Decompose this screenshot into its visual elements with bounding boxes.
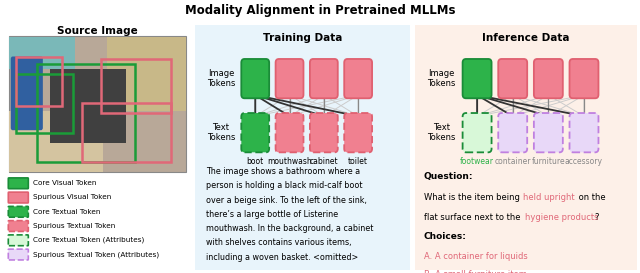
Text: Inference Data: Inference Data bbox=[483, 33, 570, 43]
FancyBboxPatch shape bbox=[51, 69, 126, 143]
Text: mouthwash. In the background, a cabinet: mouthwash. In the background, a cabinet bbox=[206, 224, 373, 233]
Text: with shelves contains various items,: with shelves contains various items, bbox=[206, 238, 351, 247]
FancyBboxPatch shape bbox=[344, 113, 372, 152]
Text: What is the item being: What is the item being bbox=[424, 193, 522, 202]
FancyBboxPatch shape bbox=[570, 113, 598, 152]
FancyBboxPatch shape bbox=[8, 221, 28, 232]
Text: Core Visual Token: Core Visual Token bbox=[33, 180, 97, 186]
Text: Modality Alignment in Pretrained MLLMs: Modality Alignment in Pretrained MLLMs bbox=[185, 4, 455, 17]
Text: toilet: toilet bbox=[348, 157, 368, 166]
Text: person is holding a black mid-calf boot: person is holding a black mid-calf boot bbox=[206, 181, 362, 190]
FancyBboxPatch shape bbox=[463, 113, 492, 152]
FancyBboxPatch shape bbox=[241, 59, 269, 98]
Text: Image
Tokens: Image Tokens bbox=[207, 69, 235, 88]
Text: Text
Tokens: Text Tokens bbox=[207, 123, 235, 143]
FancyBboxPatch shape bbox=[241, 113, 269, 152]
FancyBboxPatch shape bbox=[570, 59, 598, 98]
Text: Choices:: Choices: bbox=[424, 232, 467, 241]
Text: Core Textual Token (Attributes): Core Textual Token (Attributes) bbox=[33, 237, 145, 243]
Text: there’s a large bottle of Listerine: there’s a large bottle of Listerine bbox=[206, 210, 338, 219]
FancyBboxPatch shape bbox=[344, 59, 372, 98]
FancyBboxPatch shape bbox=[276, 113, 303, 152]
Text: mouthwash: mouthwash bbox=[267, 157, 312, 166]
Text: accessory: accessory bbox=[565, 157, 603, 166]
Text: A. A container for liquids: A. A container for liquids bbox=[424, 252, 527, 261]
FancyBboxPatch shape bbox=[534, 59, 563, 98]
Text: Source Image: Source Image bbox=[57, 26, 138, 36]
Text: container: container bbox=[495, 157, 531, 166]
Text: The image shows a bathroom where a: The image shows a bathroom where a bbox=[206, 167, 360, 176]
Text: Text
Tokens: Text Tokens bbox=[428, 123, 456, 143]
Text: over a beige sink. To the left of the sink,: over a beige sink. To the left of the si… bbox=[206, 195, 367, 204]
Text: held upright: held upright bbox=[523, 193, 574, 202]
Text: B. A small furniture item: B. A small furniture item bbox=[424, 270, 527, 273]
FancyBboxPatch shape bbox=[191, 20, 414, 273]
Text: boot: boot bbox=[246, 157, 264, 166]
FancyBboxPatch shape bbox=[499, 59, 527, 98]
FancyBboxPatch shape bbox=[8, 206, 28, 217]
FancyBboxPatch shape bbox=[410, 20, 640, 273]
Text: on the: on the bbox=[576, 193, 606, 202]
Text: including a woven basket. <omitted>: including a woven basket. <omitted> bbox=[206, 253, 358, 262]
FancyBboxPatch shape bbox=[8, 178, 28, 189]
Text: Image
Tokens: Image Tokens bbox=[428, 69, 456, 88]
Text: cabinet: cabinet bbox=[310, 157, 338, 166]
Text: Spurious Textual Token (Attributes): Spurious Textual Token (Attributes) bbox=[33, 251, 159, 257]
FancyBboxPatch shape bbox=[276, 59, 303, 98]
FancyBboxPatch shape bbox=[11, 57, 43, 130]
Text: ?: ? bbox=[594, 212, 598, 221]
Text: Question:: Question: bbox=[424, 172, 473, 181]
Text: flat surface next to the: flat surface next to the bbox=[424, 212, 523, 221]
FancyBboxPatch shape bbox=[107, 37, 186, 111]
FancyBboxPatch shape bbox=[9, 111, 103, 172]
FancyBboxPatch shape bbox=[8, 192, 28, 203]
Text: footwear: footwear bbox=[460, 157, 494, 166]
FancyBboxPatch shape bbox=[8, 235, 28, 246]
Text: Core Textual Token: Core Textual Token bbox=[33, 209, 100, 215]
FancyBboxPatch shape bbox=[310, 59, 338, 98]
Text: Spurious Textual Token: Spurious Textual Token bbox=[33, 223, 116, 229]
Text: hygiene products: hygiene products bbox=[525, 212, 598, 221]
Text: Training Data: Training Data bbox=[262, 33, 342, 43]
Text: furniture: furniture bbox=[532, 157, 565, 166]
Text: Spurious Visual Token: Spurious Visual Token bbox=[33, 194, 111, 200]
FancyBboxPatch shape bbox=[499, 113, 527, 152]
FancyBboxPatch shape bbox=[310, 113, 338, 152]
FancyBboxPatch shape bbox=[463, 59, 492, 98]
FancyBboxPatch shape bbox=[8, 249, 28, 260]
FancyBboxPatch shape bbox=[9, 35, 186, 172]
FancyBboxPatch shape bbox=[9, 37, 75, 69]
FancyBboxPatch shape bbox=[534, 113, 563, 152]
